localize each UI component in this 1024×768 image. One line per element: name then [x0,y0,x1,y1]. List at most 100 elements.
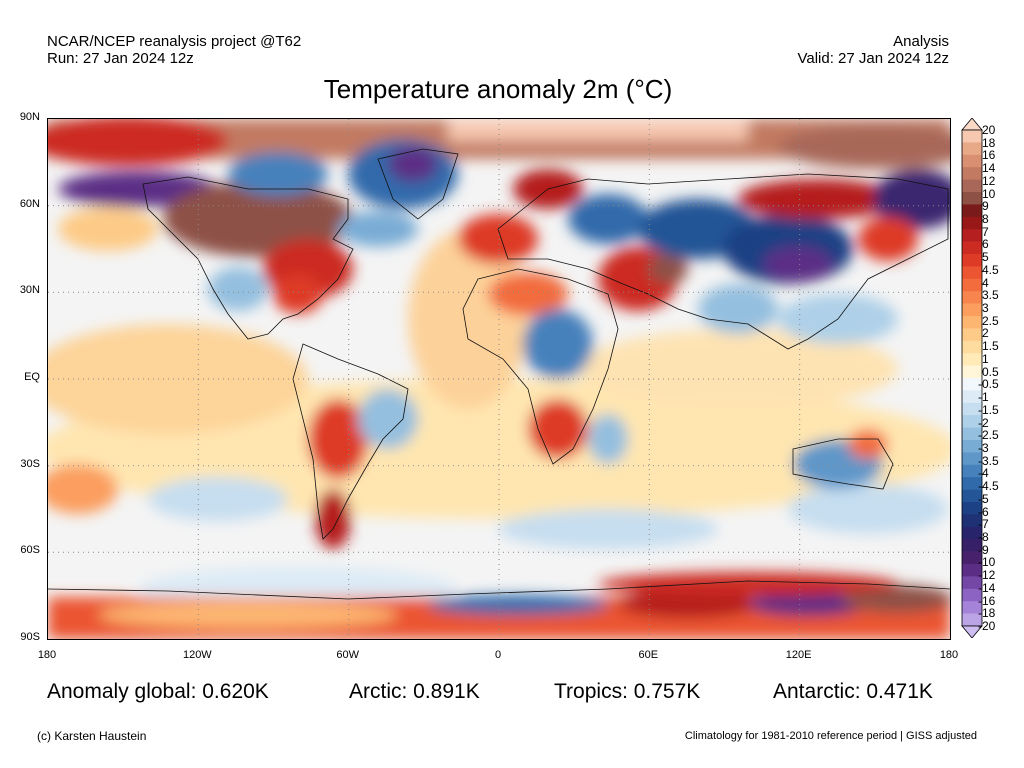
lat-tick-label: EQ [24,371,40,383]
colorbar-label: 2.5 [982,313,999,328]
colorbar-swatch [962,588,982,602]
colorbar-label: -4.5 [978,479,999,494]
lon-tick-label: 60E [638,649,659,661]
colorbar-label: -16 [978,593,996,608]
colorbar-label: -2.5 [978,428,999,443]
lon-tick-label: 180 [939,649,959,661]
colorbar-swatch [962,365,982,379]
lon-tick-label: 120E [785,649,812,661]
colorbar-label: 12 [982,173,996,188]
colorbar-label: 1 [982,351,989,366]
colorbar-swatch [962,613,982,627]
model-label: NCAR/NCEP reanalysis project @T62 [47,33,302,50]
colorbar-label: 2 [982,326,989,341]
colorbar-swatch [962,254,982,267]
colorbar-label: -12 [978,568,996,583]
colorbar-swatch [962,167,982,180]
colorbar-label: 16 [982,148,996,163]
anomaly-map [47,118,951,640]
lat-tick-label: 90N [19,111,40,123]
colorbar-swatch [962,229,982,242]
colorbar-swatch [962,353,982,366]
colorbar-swatch [962,415,982,428]
colorbar-label: -7 [978,517,989,532]
lat-tick-label: 60N [19,197,40,210]
colorbar-swatch [962,204,982,218]
colorbar-label: 6 [982,237,989,252]
colorbar-label: 3.5 [982,288,999,303]
colorbar-swatch [962,303,982,317]
lat-tick-label: 30N [19,284,40,297]
colorbar-swatch [962,440,982,453]
colorbar-label: 9 [982,199,989,214]
colorbar-swatch [962,564,982,577]
colorbar-swatch [962,316,982,329]
map-title: Temperature anomaly 2m (°C) [323,74,673,104]
tropics-anomaly-stat: Tropics: 0.757K [554,680,701,703]
colorbar-label: 5 [982,250,989,265]
colorbar-label: -3 [978,440,989,455]
antarctic-anomaly-stat: Antarctic: 0.471K [773,680,933,703]
colorbar-swatch [962,402,982,416]
colorbar-label: -4 [978,466,989,481]
colorbar-label: 4 [982,275,989,290]
colorbar-swatch [962,340,982,354]
colorbar-label: -10 [978,555,996,570]
colorbar-swatch [962,464,982,478]
climatology-note: Climatology for 1981-2010 reference peri… [684,730,977,742]
colorbar-label: -3.5 [978,453,999,468]
colorbar-swatch [962,378,982,391]
colorbar-swatch [962,241,982,255]
colorbar-swatch [962,216,982,230]
analysis-label: Analysis [893,33,949,50]
global-anomaly-stat: Anomaly global: 0.620K [47,680,269,703]
run-time-label: Run: 27 Jan 2024 12z [47,50,194,67]
colorbar-swatch [962,539,982,552]
colorbar-label: -18 [978,606,996,621]
colorbar-swatch [962,427,982,441]
colorbar-label: 18 [982,135,996,150]
colorbar-swatch [962,477,982,490]
colorbar-swatch [962,514,982,528]
colorbar-swatch [962,502,982,515]
colorbar-label: -1 [978,390,989,405]
colorbar-label: 3 [982,301,989,316]
colorbar-label: -20 [978,619,996,633]
lon-tick-label: 60W [336,649,359,661]
lat-tick-label: 30S [20,457,40,470]
anomaly-field [48,119,950,639]
colorbar-label: 8 [982,212,989,227]
colorbar-label: 0.5 [982,364,999,379]
colorbar-swatch [962,489,982,503]
colorbar-swatch [962,278,982,292]
colorbar-swatch [962,291,982,304]
colorbar-swatch [962,154,982,168]
colorbar-label: 1.5 [982,339,999,354]
colorbar-label: 20 [982,123,996,137]
colorbar [961,118,983,638]
lon-tick-label: 120W [182,649,212,661]
colorbar-label: 7 [982,224,989,239]
colorbar-swatch [962,576,982,590]
colorbar-swatch [962,130,982,143]
colorbar-swatch [962,328,982,342]
valid-time-label: Valid: 27 Jan 2024 12z [797,50,949,67]
colorbar-label: -6 [978,504,989,519]
lon-tick-label: 0 [494,649,502,661]
colorbar-swatch [962,526,982,540]
copyright-label: (c) Karsten Haustein [37,729,147,743]
colorbar-label: -2 [978,415,989,430]
colorbar-swatch [962,601,982,614]
lat-tick-label: 90S [20,631,40,643]
colorbar-swatch [962,551,982,565]
colorbar-swatch [962,390,982,404]
colorbar-label: -14 [978,580,996,595]
colorbar-label: -5 [978,491,989,506]
colorbar-extend-bottom [961,625,983,638]
colorbar-label: -8 [978,529,989,544]
colorbar-swatch [962,192,982,205]
colorbar-swatch [962,266,982,280]
colorbar-swatch [962,179,982,193]
colorbar-label: -9 [978,542,989,557]
colorbar-swatch [962,142,982,156]
